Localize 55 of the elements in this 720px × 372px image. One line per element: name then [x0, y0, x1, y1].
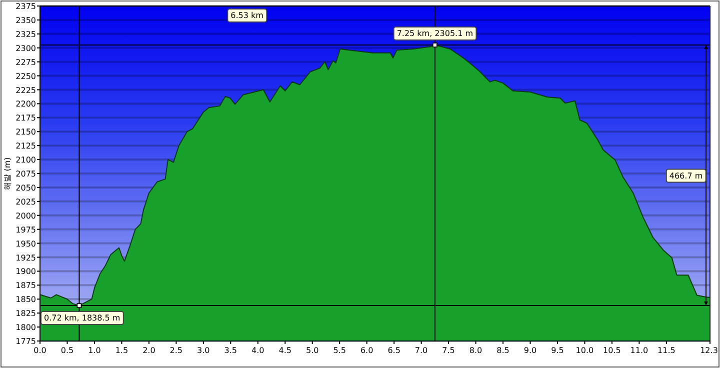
y-axis-title: 해발 (m) [3, 157, 12, 190]
x-tick-label: 4.5 [278, 346, 292, 355]
y-tick-label: 2275 [16, 58, 36, 67]
x-tick-label: 0.0 [34, 346, 46, 355]
x-tick-label: 8.0 [469, 346, 482, 355]
x-tick-label: 3.5 [224, 346, 238, 355]
x-tick-label: 10.5 [603, 346, 621, 355]
y-tick-label: 2125 [16, 142, 36, 151]
y-tick-label: 2225 [16, 86, 36, 95]
y-tick-label: 2325 [16, 30, 36, 39]
x-tick-label: 9.5 [551, 346, 564, 355]
x-tick-label: 10.0 [576, 346, 594, 355]
y-tick-label: 2075 [16, 170, 36, 178]
y-tick-label: 2025 [16, 197, 36, 206]
x-tick-label: 1.5 [115, 346, 128, 355]
annotation: 6.53 km [230, 11, 264, 20]
x-tick-label: 12.3 [700, 346, 718, 355]
y-tick-label: 2375 [16, 2, 36, 11]
y-tick-label: 2350 [16, 16, 36, 25]
y-tick-label: 2300 [16, 44, 36, 53]
x-tick-label: 9.0 [524, 346, 537, 355]
x-tick-label: 1.0 [88, 346, 101, 355]
x-tick-label: 11.5 [658, 346, 676, 355]
annotation: 466.7 m [669, 171, 703, 180]
x-tick-label: 11.0 [630, 346, 648, 355]
annotation: 0.72 km, 1838.5 m [44, 314, 120, 323]
x-tick-label: 4.0 [252, 346, 264, 355]
x-tick-label: 7.5 [442, 346, 455, 355]
y-tick-label: 1900 [16, 267, 36, 276]
y-tick-label: 1975 [16, 225, 36, 234]
y-tick-label: 1800 [16, 323, 36, 332]
x-tick-label: 0.5 [60, 346, 74, 355]
y-tick-label: 2175 [16, 114, 36, 123]
y-tick-label: 2200 [16, 100, 36, 109]
y-tick-label: 2150 [16, 128, 36, 137]
x-tick-label: 7.0 [414, 346, 428, 355]
y-tick-label: 1950 [16, 239, 36, 248]
x-tick-label: 2.0 [142, 346, 156, 355]
annotation: 7.25 km, 2305.1 m [396, 29, 474, 38]
y-tick-label: 2100 [16, 156, 36, 165]
y-tick-label: 2000 [16, 211, 36, 220]
y-tick-label: 2050 [16, 183, 36, 192]
x-tick-label: 8.5 [496, 346, 510, 355]
x-tick-label: 5.0 [306, 346, 319, 355]
x-tick-label: 6.5 [388, 346, 400, 355]
x-tick-label: 2.5 [170, 346, 183, 355]
x-tick-label: 3.0 [197, 346, 210, 355]
y-tick-label: 1875 [16, 281, 36, 290]
y-tick-label: 1925 [16, 253, 36, 262]
y-tick-label: 1825 [16, 309, 36, 318]
x-tick-label: 6.0 [360, 346, 374, 355]
y-tick-label: 2250 [16, 72, 36, 81]
y-tick-label: 1850 [16, 295, 36, 304]
x-tick-label: 5.5 [333, 346, 346, 355]
y-tick-label: 1775 [16, 337, 36, 346]
